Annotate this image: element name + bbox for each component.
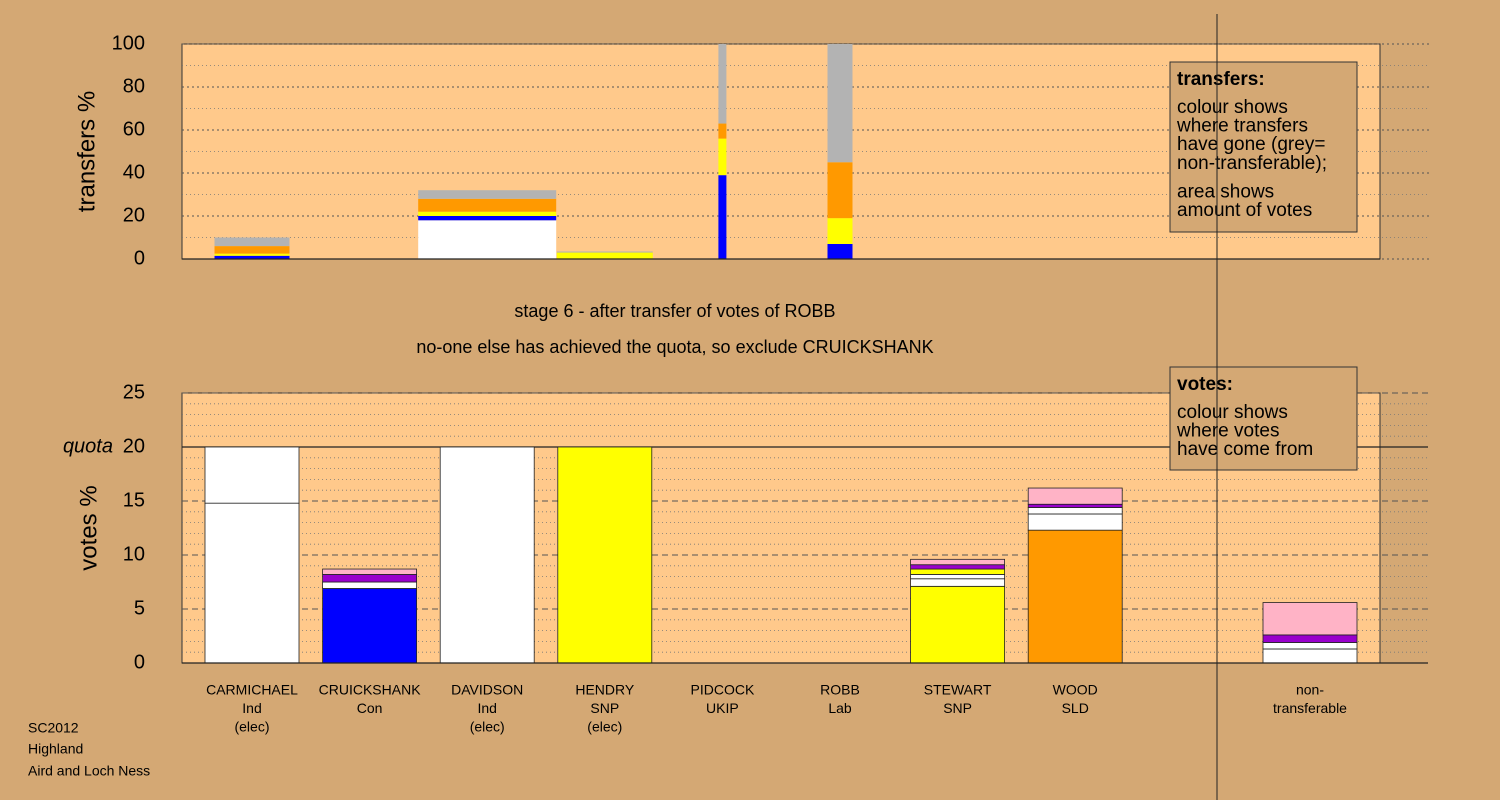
y-axis-label: transfers % [73,91,100,212]
x-tick-label: CARMICHAEL [206,682,298,698]
bar-segment [214,255,290,259]
bar-segment [214,253,290,256]
bar-segment [910,568,1005,575]
bar-segment [910,578,1005,587]
x-tick-label: Ind [242,700,261,716]
legend-text: colour shows [1177,402,1288,423]
y-tick-label: 80 [123,75,145,97]
bar-segment [1027,529,1123,664]
x-tick-label: (elec) [587,719,622,735]
bar-segment [827,44,853,163]
bar-segment [322,568,418,575]
legend-text: amount of votes [1177,200,1312,221]
legend-text: have come from [1177,439,1313,460]
x-tick-label: (elec) [470,719,505,735]
x-tick-label: HENDRY [575,682,635,698]
bar-segment [910,558,1005,566]
legend-text: non-transferable); [1177,153,1327,174]
bar-segment [214,237,290,247]
bar-segment [827,162,853,219]
bar-segment [418,211,557,216]
legend-text: where votes [1176,421,1279,442]
x-tick-label: Lab [828,700,852,716]
y-tick-label: 20 [123,435,145,457]
y-tick-label: 20 [123,204,145,226]
bar-segment [1262,602,1358,636]
bar-segment [204,502,300,664]
legend-text: colour shows [1177,97,1288,118]
bar-segment [718,138,727,176]
bar-segment [827,218,853,244]
x-tick-label: UKIP [706,700,739,716]
bar-segment [439,446,535,664]
bar-segment [1027,487,1123,505]
x-tick-label: (elec) [234,719,269,735]
bar-segment [1027,513,1123,531]
x-tick-label: PIDCOCK [691,682,755,698]
x-tick-label: DAVIDSON [451,682,523,698]
bar-segment [1027,503,1123,508]
quota-label: quota [63,435,113,457]
y-tick-label: 40 [123,161,145,183]
y-tick-label: 15 [123,489,145,511]
x-tick-label: SNP [943,700,972,716]
legend-title: transfers: [1177,69,1265,90]
x-tick-label: SLD [1062,700,1089,716]
bar-segment [557,446,653,664]
bar-segment [418,198,557,212]
y-tick-label: 60 [123,118,145,140]
legend-box [1169,61,1358,233]
footer: Aird and Loch Ness [28,763,150,779]
bar-segment [418,216,557,221]
y-axis-label: votes % [75,485,102,570]
bar-segment [718,44,727,124]
x-tick-label: Con [357,700,383,716]
x-tick-label: Ind [477,700,496,716]
x-tick-label: WOOD [1053,682,1098,698]
x-tick-label: STEWART [924,682,992,698]
x-tick-label: CRUICKSHANK [319,682,422,698]
footer: SC2012 [28,720,79,736]
bar-segment [1027,507,1123,515]
bar-segment [910,574,1005,580]
bar-segment [718,175,727,259]
legend-title: votes: [1177,374,1233,395]
y-tick-label: 5 [134,597,145,619]
x-tick-label: ROBB [820,682,860,698]
bar-segment [418,190,557,199]
legend-text: where transfers [1176,116,1308,137]
bar-segment [910,564,1005,570]
bar-segment [322,581,418,589]
bar-segment [322,574,418,583]
bar-segment [1262,648,1358,664]
legend-box [1169,366,1358,471]
y-tick-label: 10 [123,543,145,565]
bar-segment [1262,642,1358,650]
x-tick-label: transferable [1273,700,1347,716]
bar-segment [910,585,1005,664]
y-tick-label: 0 [134,247,145,269]
bar-segment [204,446,300,504]
bar-segment [1262,634,1358,643]
y-tick-label: 100 [112,32,145,54]
y-tick-label: 25 [123,381,145,403]
legend-text: area shows [1177,181,1274,202]
bar-segment [827,243,853,259]
caption: no-one else has achieved the quota, so e… [416,337,933,357]
legend-text: have gone (grey= [1177,134,1325,155]
bar-segment [556,251,653,253]
bar-segment [418,220,557,259]
bar-segment [556,252,653,259]
bar-segment [214,246,290,254]
bar-segment [322,588,418,664]
x-tick-label: SNP [590,700,619,716]
y-tick-label: 0 [134,651,145,673]
caption: stage 6 - after transfer of votes of ROB… [514,301,835,321]
x-tick-label: non- [1296,682,1324,698]
bar-segment [718,123,727,139]
footer: Highland [28,741,83,757]
